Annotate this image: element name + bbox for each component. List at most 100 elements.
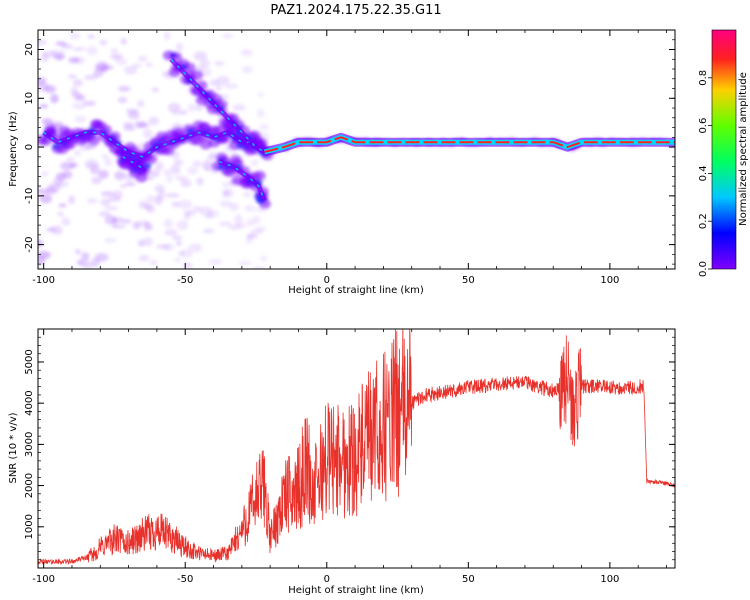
- spectrogram-noise: [122, 121, 134, 128]
- spectrogram-xtick-label-3: 50: [462, 275, 475, 286]
- spectrogram-noise: [74, 56, 86, 64]
- spectrogram-ridge-core: [264, 136, 675, 153]
- spectrogram-noise: [208, 259, 223, 265]
- spectrogram-noise: [120, 37, 127, 45]
- spectrogram-noise: [202, 228, 215, 234]
- spectrogram-noise: [183, 210, 191, 220]
- spectrogram-frame: [37, 29, 676, 270]
- spectrogram-ytick-label-0: -20: [24, 236, 35, 252]
- spectrogram-noise: [72, 102, 86, 110]
- spectrogram-energy: [253, 170, 266, 181]
- spectrogram-noise: [166, 174, 173, 183]
- snr-ytick-label-3: 4000: [24, 390, 35, 415]
- spectrogram-noise: [39, 193, 52, 204]
- spectrogram-noise: [117, 96, 128, 104]
- snr-ytick-label-0: 1000: [24, 514, 35, 539]
- spectrogram-noise: [61, 217, 71, 226]
- spectrogram-noise: [166, 192, 180, 198]
- spectrogram-noise: [145, 195, 156, 204]
- spectrogram-noise: [95, 252, 109, 262]
- colorbar-tick-label-0: 0.0: [698, 261, 709, 277]
- spectrogram-noise: [224, 83, 239, 89]
- spectrogram-noise: [232, 103, 246, 112]
- snr-xtick-label-2: 0: [324, 574, 330, 585]
- spectrogram-ylabel: Frequency (Hz): [8, 111, 19, 187]
- snr-xtick-label-4: 100: [600, 574, 619, 585]
- spectrogram-noise: [180, 178, 192, 184]
- spectrogram-noise: [104, 237, 117, 243]
- spectrogram-ridge-core-2: [170, 58, 265, 153]
- spectrogram-noise: [145, 204, 155, 213]
- spectrogram-noise: [223, 188, 234, 198]
- spectrogram-noise: [124, 65, 138, 75]
- spectrogram-xlabel: Height of straight line (km): [288, 285, 424, 296]
- spectrogram-noise: [218, 221, 232, 227]
- spectrogram-energy: [87, 135, 100, 146]
- spectrogram-noise: [125, 181, 136, 187]
- spectrogram-noise: [194, 104, 204, 112]
- spectrogram-noise: [54, 54, 64, 61]
- spectrogram-noise: [98, 211, 111, 217]
- snr-ytick-label-4: 5000: [24, 349, 35, 374]
- spectrogram-noise: [67, 74, 77, 79]
- spectrogram-noise: [69, 32, 81, 40]
- spectrogram-noise: [170, 164, 181, 175]
- spectrogram-noise: [38, 39, 47, 46]
- spectrogram-ridge-core-0: [43, 131, 256, 158]
- spectrogram-noise: [145, 62, 153, 68]
- spectrogram-noise: [246, 218, 254, 227]
- colorbar-ticks: 0.0 0.2 0.4 0.6 0.8: [698, 70, 712, 277]
- spectrogram-noise: [74, 248, 82, 255]
- spectrogram-noise: [89, 167, 101, 175]
- spectrogram-noise: [171, 201, 180, 208]
- spectrogram-noise: [251, 215, 261, 225]
- spectrogram-noise: [70, 86, 78, 97]
- snr-ticks: -100 -50 0 50 100 1000 2000 3000 4000 5000: [24, 328, 675, 585]
- spectrogram-xtick-label-0: -100: [32, 275, 55, 286]
- spectrogram-noise: [39, 104, 49, 109]
- spectrogram-noise: [235, 222, 247, 229]
- spectrogram-noise: [175, 240, 183, 246]
- spectrogram-noise: [137, 239, 145, 248]
- snr-ytick-label-2: 3000: [24, 432, 35, 457]
- spectrogram-noise: [93, 68, 104, 78]
- colorbar: 0.0 0.2 0.4 0.6 0.8 Normalized spectral ampl…: [698, 29, 749, 277]
- spectrogram-ridge-1: [121, 154, 148, 174]
- spectrogram-noise: [144, 224, 155, 230]
- spectrogram-noise: [163, 169, 171, 176]
- snr-series-line: [38, 329, 675, 565]
- spectrogram-noise: [138, 254, 150, 262]
- colorbar-frame: [711, 29, 737, 270]
- spectrogram-ridge-core-3: [218, 160, 266, 201]
- spectrogram-noise: [42, 50, 54, 58]
- spectrogram-noise: [61, 170, 73, 179]
- spectrogram-noise: [246, 233, 259, 239]
- spectrogram-noise: [57, 211, 64, 217]
- spectrogram-noise: [167, 102, 181, 113]
- spectrogram-energy: [191, 69, 204, 80]
- spectrogram-energy: [183, 62, 196, 73]
- spectrogram-noise: [46, 227, 56, 232]
- spectrogram-noise: [38, 251, 51, 260]
- spectrogram-noise: [176, 220, 189, 231]
- spectrogram-noise: [238, 260, 252, 266]
- spectrogram-noise: [59, 161, 74, 171]
- snr-frame: [37, 328, 676, 569]
- spectrogram-noise: [55, 50, 65, 56]
- spectrogram-noise: [163, 31, 171, 40]
- spectrogram-noise: [66, 157, 75, 162]
- spectrogram-noise: [110, 48, 119, 53]
- spectrogram-noise: [257, 92, 265, 97]
- spectrogram-xtick-label-2: 0: [324, 275, 330, 286]
- spectrogram-noise: [73, 149, 82, 157]
- spectrogram-noise: [81, 261, 94, 269]
- spectrogram-noise: [136, 99, 145, 108]
- spectrogram-noise: [58, 203, 67, 208]
- spectrogram-noise: [117, 85, 131, 92]
- spectrogram-noise: [174, 257, 182, 263]
- spectrogram-noise: [55, 41, 67, 46]
- spectrogram-noise: [86, 197, 98, 204]
- spectrogram-ytick-label-3: 10: [24, 92, 35, 105]
